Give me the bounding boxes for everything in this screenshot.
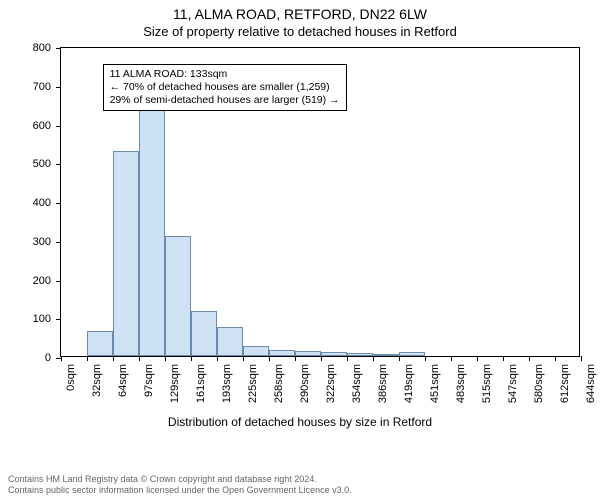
histogram-bar [113, 151, 139, 356]
xtick-label: 322sqm [325, 364, 337, 403]
attribution-text: Contains HM Land Registry data © Crown c… [8, 474, 592, 497]
ytick-mark [56, 87, 61, 88]
xtick-label: 97sqm [143, 364, 155, 397]
chart-container: Number of detached properties 11 ALMA RO… [0, 43, 600, 423]
xtick-mark [477, 356, 478, 361]
xtick-label: 580sqm [533, 364, 545, 403]
page-title: 11, ALMA ROAD, RETFORD, DN22 6LW [0, 0, 600, 22]
ytick-label: 700 [33, 81, 51, 93]
histogram-bar [87, 331, 113, 356]
histogram-bar [347, 353, 373, 356]
xtick-label: 483sqm [455, 364, 467, 403]
ytick-label: 100 [33, 313, 51, 325]
xtick-label: 64sqm [117, 364, 129, 397]
xtick-mark [269, 356, 270, 361]
histogram-bar [295, 351, 321, 356]
page-subtitle: Size of property relative to detached ho… [0, 22, 600, 43]
xtick-mark [217, 356, 218, 361]
xtick-mark [87, 356, 88, 361]
xtick-mark [139, 356, 140, 361]
histogram-bar [399, 352, 425, 356]
annotation-line-1: 11 ALMA ROAD: 133sqm [110, 68, 340, 81]
ytick-mark [56, 48, 61, 49]
xtick-mark [321, 356, 322, 361]
xtick-mark [191, 356, 192, 361]
ytick-label: 500 [33, 158, 51, 170]
xtick-label: 161sqm [195, 364, 207, 403]
xtick-label: 129sqm [169, 364, 181, 403]
plot-area: 11 ALMA ROAD: 133sqm ← 70% of detached h… [60, 47, 580, 357]
xtick-mark [243, 356, 244, 361]
xtick-mark [555, 356, 556, 361]
xtick-mark [399, 356, 400, 361]
xtick-mark [503, 356, 504, 361]
annotation-line-2: ← 70% of detached houses are smaller (1,… [110, 81, 340, 94]
xtick-mark [529, 356, 530, 361]
xtick-label: 193sqm [221, 364, 233, 403]
xtick-mark [165, 356, 166, 361]
xtick-label: 32sqm [91, 364, 103, 397]
xtick-label: 612sqm [559, 364, 571, 403]
x-axis-label: Distribution of detached houses by size … [0, 415, 600, 429]
xtick-label: 386sqm [377, 364, 389, 403]
xtick-mark [451, 356, 452, 361]
histogram-bar [191, 311, 217, 356]
xtick-mark [347, 356, 348, 361]
annotation-box: 11 ALMA ROAD: 133sqm ← 70% of detached h… [103, 64, 347, 111]
xtick-label: 0sqm [65, 364, 77, 391]
ytick-mark [56, 164, 61, 165]
xtick-label: 354sqm [351, 364, 363, 403]
ytick-label: 300 [33, 236, 51, 248]
xtick-mark [373, 356, 374, 361]
histogram-bar [269, 350, 295, 356]
xtick-label: 515sqm [481, 364, 493, 403]
xtick-label: 225sqm [247, 364, 259, 403]
ytick-mark [56, 203, 61, 204]
xtick-label: 258sqm [273, 364, 285, 403]
xtick-label: 451sqm [429, 364, 441, 403]
xtick-label: 290sqm [299, 364, 311, 403]
ytick-mark [56, 281, 61, 282]
ytick-mark [56, 242, 61, 243]
histogram-bar [217, 327, 243, 356]
xtick-mark [295, 356, 296, 361]
xtick-mark [61, 356, 62, 361]
ytick-label: 800 [33, 42, 51, 54]
ytick-label: 200 [33, 275, 51, 287]
xtick-mark [581, 356, 582, 361]
xtick-label: 644sqm [585, 364, 597, 403]
annotation-line-3: 29% of semi-detached houses are larger (… [110, 94, 340, 107]
ytick-mark [56, 126, 61, 127]
ytick-label: 0 [45, 352, 51, 364]
histogram-bar [373, 354, 399, 356]
xtick-mark [425, 356, 426, 361]
histogram-bar [321, 352, 347, 356]
histogram-bar [165, 236, 191, 356]
xtick-mark [113, 356, 114, 361]
xtick-label: 419sqm [403, 364, 415, 403]
histogram-bar [243, 346, 269, 356]
ytick-label: 400 [33, 197, 51, 209]
xtick-label: 547sqm [507, 364, 519, 403]
histogram-bar [139, 110, 165, 356]
ytick-mark [56, 319, 61, 320]
ytick-label: 600 [33, 120, 51, 132]
